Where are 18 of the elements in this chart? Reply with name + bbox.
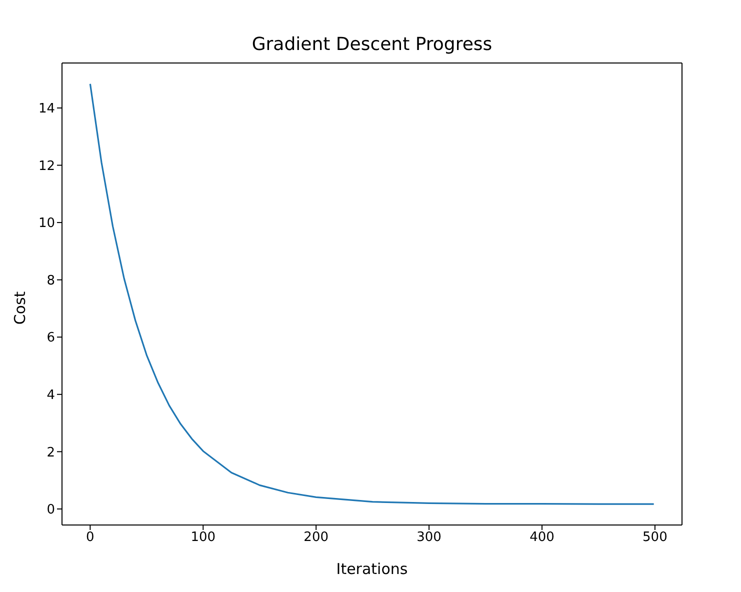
y-tick-label: 4	[46, 388, 55, 404]
x-axis-title: Iterations	[335, 560, 409, 578]
x-tick-label: 400	[530, 530, 554, 546]
x-tick-label: 0	[86, 530, 94, 546]
y-tick-label: 12	[38, 158, 55, 174]
chart-title: Gradient Descent Progress	[250, 34, 494, 55]
y-tick-label: 10	[38, 216, 55, 232]
x-tick-label: 100	[190, 530, 216, 546]
y-tick-label: 0	[46, 502, 55, 518]
y-axis-title: Cost	[11, 291, 29, 325]
y-tick-label: 8	[46, 273, 55, 288]
y-tick-label: 6	[46, 330, 55, 346]
y-tick-label: 14	[38, 102, 55, 117]
line-series	[89, 83, 655, 505]
x-tick-label: 300	[416, 530, 442, 546]
y-tick-label: 2	[46, 445, 55, 460]
x-tick-label: 500	[642, 530, 668, 546]
x-tick-label: 200	[304, 530, 328, 546]
